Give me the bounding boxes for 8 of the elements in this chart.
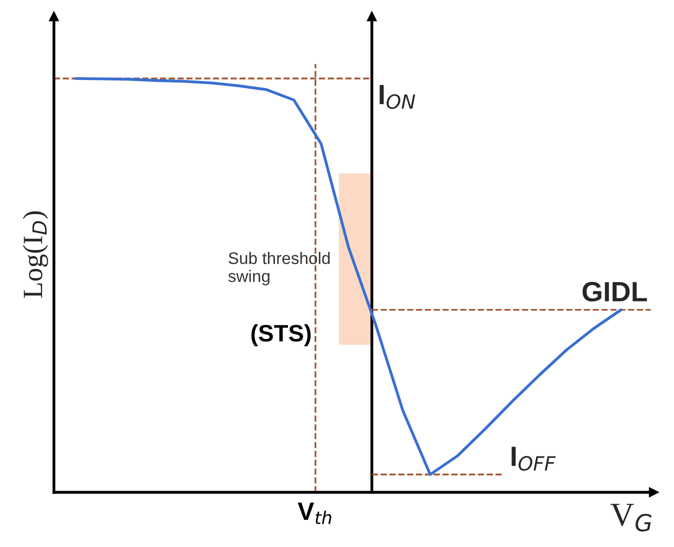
annotation: Sub threshold swing xyxy=(228,252,330,286)
y-axis-title: Log(I$_{D}$) xyxy=(22,211,48,298)
ref-line-label: GIDL xyxy=(582,282,647,302)
annotation: (STS) xyxy=(251,324,311,346)
text: V$_{th}$ xyxy=(298,502,332,524)
ref-line-label: I$_{ON}$ xyxy=(380,85,416,109)
x-axis-title: V$_{G}$ xyxy=(610,504,652,532)
ref-line-label: I$_{OFF}$ xyxy=(512,446,556,471)
